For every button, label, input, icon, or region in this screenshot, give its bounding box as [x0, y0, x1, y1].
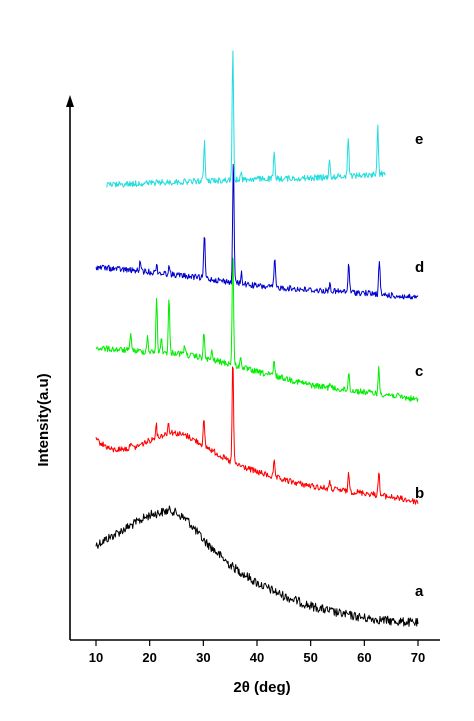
trace-b — [95, 366, 419, 505]
x-tick-label-50: 50 — [303, 650, 317, 665]
series-label-a: a — [415, 583, 424, 600]
trace-a — [95, 505, 419, 627]
x-axis-title: 2θ (deg) — [233, 679, 290, 696]
trace-e — [106, 50, 386, 188]
y-axis-title: Intensity(a.u) — [35, 373, 52, 466]
series-label-e: e — [415, 131, 423, 148]
x-ticks: 10 20 30 40 50 60 70 — [89, 640, 425, 665]
series-label-d: d — [415, 259, 424, 276]
x-tick-label-60: 60 — [357, 650, 371, 665]
x-tick-label-30: 30 — [196, 650, 210, 665]
y-axis-arrow — [66, 95, 74, 107]
trace-d — [95, 164, 419, 300]
series-label-b: b — [415, 485, 424, 502]
x-tick-label-40: 40 — [250, 650, 264, 665]
axes — [66, 95, 440, 641]
x-tick-label-10: 10 — [89, 650, 103, 665]
traces — [95, 50, 419, 627]
series-labels: a b c d e — [415, 131, 424, 600]
trace-c — [95, 257, 419, 402]
x-tick-label-70: 70 — [411, 650, 425, 665]
x-tick-label-20: 20 — [142, 650, 156, 665]
series-label-c: c — [415, 363, 423, 380]
